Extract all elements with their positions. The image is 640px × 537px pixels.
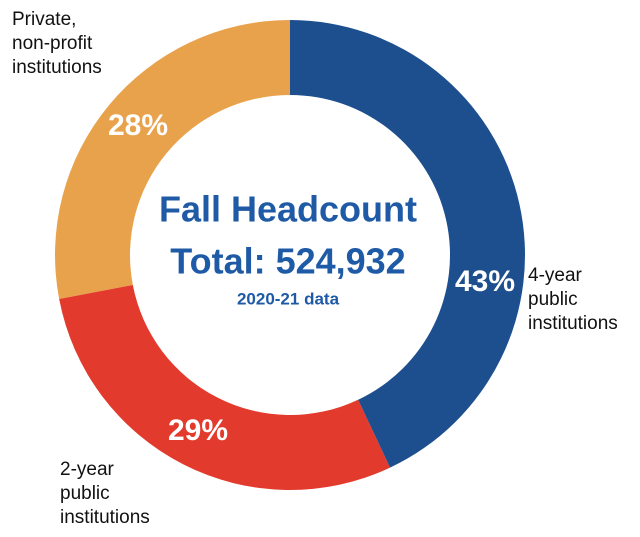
donut-segment: [54, 20, 290, 300]
donut-segment: [59, 284, 391, 491]
category-label: Private, non-profit institutions: [12, 9, 102, 78]
value-label: 28%: [108, 109, 168, 142]
value-label: 29%: [168, 414, 228, 447]
donut-segment: [290, 20, 525, 468]
category-label: 4-year public institutions: [528, 265, 618, 334]
value-label: 43%: [455, 265, 515, 298]
chart-title: Fall Headcount: [159, 189, 417, 230]
chart-subtitle: Total: 524,932: [170, 241, 405, 282]
category-label: 2-year public institutions: [60, 459, 150, 528]
chart-note: 2020-21 data: [237, 289, 340, 308]
